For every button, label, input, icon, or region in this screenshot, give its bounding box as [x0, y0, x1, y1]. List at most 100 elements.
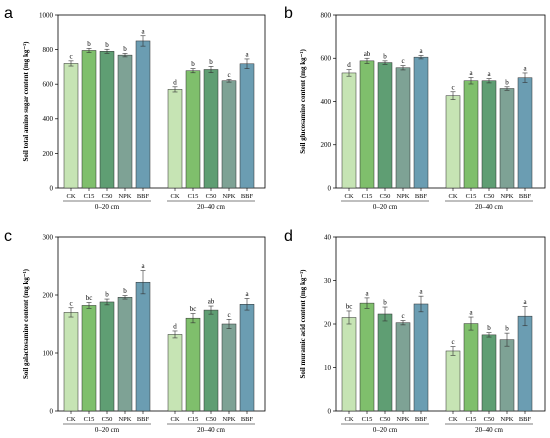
x-category-label: BBF: [137, 193, 150, 200]
bar-bbf: [135, 40, 151, 189]
significance-letter: b: [123, 287, 127, 295]
y-tick-label: 400: [321, 98, 332, 106]
significance-letter: d: [173, 322, 177, 330]
y-tick-label: 200: [43, 291, 54, 299]
group-label: 0–20 cm: [373, 426, 398, 434]
bar-bbf: [239, 304, 255, 412]
group-label: 20–40 cm: [475, 426, 503, 434]
significance-letter: b: [383, 52, 387, 60]
significance-letter: b: [105, 291, 109, 299]
x-category-label: CK: [448, 416, 457, 423]
panel-letter: a: [4, 5, 13, 22]
significance-letter: a: [141, 262, 145, 270]
y-tick-label: 0: [328, 184, 332, 192]
y-axis-label: Soil muramic acid content (mg kg⁻¹): [299, 269, 307, 379]
bar-bbf: [413, 56, 429, 189]
y-tick-label: 40: [324, 233, 332, 241]
significance-letter: bc: [346, 302, 353, 310]
x-category-label: BBF: [241, 193, 254, 200]
x-category-label: BBF: [519, 416, 532, 423]
significance-letter: ab: [208, 298, 215, 306]
significance-letter: a: [469, 309, 473, 317]
bar-npk: [221, 80, 237, 189]
x-category-label: NPK: [118, 193, 131, 200]
bar-ck: [63, 312, 79, 412]
bar-c50: [99, 51, 115, 189]
bar-npk: [117, 54, 133, 189]
bar-ck: [341, 317, 357, 412]
significance-letter: a: [419, 288, 423, 296]
x-category-label: C15: [188, 193, 199, 200]
x-category-label: CK: [344, 193, 353, 200]
significance-letter: a: [141, 27, 145, 35]
significance-letter: b: [487, 324, 491, 332]
bar-c50: [481, 334, 497, 412]
y-tick-label: 600: [321, 55, 332, 63]
panel-letter: b: [284, 5, 293, 22]
x-category-label: C15: [362, 193, 373, 200]
significance-letter: c: [227, 71, 230, 79]
x-category-label: BBF: [241, 416, 254, 423]
x-category-label: NPK: [222, 193, 235, 200]
y-tick-label: 20: [324, 320, 332, 328]
x-category-label: NPK: [222, 416, 235, 423]
y-tick-label: 200: [321, 141, 332, 149]
significance-letter: b: [505, 325, 509, 333]
significance-letter: d: [347, 61, 351, 69]
x-category-label: C15: [84, 193, 95, 200]
x-category-label: BBF: [415, 193, 428, 200]
y-tick-label: 200: [43, 150, 54, 158]
significance-letter: d: [173, 78, 177, 86]
bar-c15: [185, 70, 201, 189]
significance-letter: c: [69, 52, 72, 60]
group-label: 20–40 cm: [197, 203, 225, 211]
significance-letter: a: [523, 64, 527, 72]
significance-letter: a: [487, 70, 491, 78]
significance-letter: a: [523, 298, 527, 306]
bar-c15: [81, 50, 97, 189]
x-category-label: C50: [102, 416, 113, 423]
x-category-label: C50: [484, 416, 495, 423]
bar-bbf: [517, 77, 533, 189]
bar-ck: [341, 72, 357, 189]
significance-letter: c: [451, 338, 454, 346]
bar-npk: [395, 67, 411, 189]
bar-ck: [445, 95, 461, 189]
plot-frame: [57, 14, 266, 189]
bar-npk: [499, 339, 515, 412]
bar-npk: [221, 323, 237, 412]
panel-letter: d: [284, 228, 293, 245]
bar-bbf: [517, 315, 533, 412]
significance-letter: c: [69, 299, 72, 307]
bar-c50: [481, 80, 497, 189]
bar-c15: [185, 317, 201, 412]
significance-letter: b: [383, 299, 387, 307]
bar-c50: [377, 313, 393, 412]
x-category-label: C15: [84, 416, 95, 423]
y-tick-label: 800: [321, 11, 332, 19]
bar-c50: [99, 301, 115, 412]
x-category-label: C50: [380, 416, 391, 423]
x-category-label: NPK: [396, 416, 409, 423]
significance-letter: a: [365, 289, 369, 297]
plot-frame: [57, 236, 266, 412]
x-category-label: CK: [170, 193, 179, 200]
bar-c50: [203, 69, 219, 189]
bar-c15: [463, 80, 479, 189]
significance-letter: b: [505, 78, 509, 86]
bar-npk: [499, 88, 515, 189]
x-category-label: C15: [466, 416, 477, 423]
significance-letter: c: [227, 311, 230, 319]
bar-ck: [167, 334, 183, 412]
x-category-label: NPK: [500, 416, 513, 423]
x-category-label: CK: [66, 416, 75, 423]
y-tick-label: 600: [43, 81, 54, 89]
significance-letter: ab: [364, 50, 371, 58]
bar-ck: [63, 63, 79, 189]
group-label: 20–40 cm: [475, 203, 503, 211]
y-tick-label: 0: [50, 407, 54, 415]
panel-d: d 0 10 20 30 40 Soil muramic acid content (mg …: [284, 228, 546, 434]
group-label: 20–40 cm: [197, 426, 225, 434]
y-axis-label: Soil total amino sugar content (mg kg⁻¹): [22, 41, 30, 162]
